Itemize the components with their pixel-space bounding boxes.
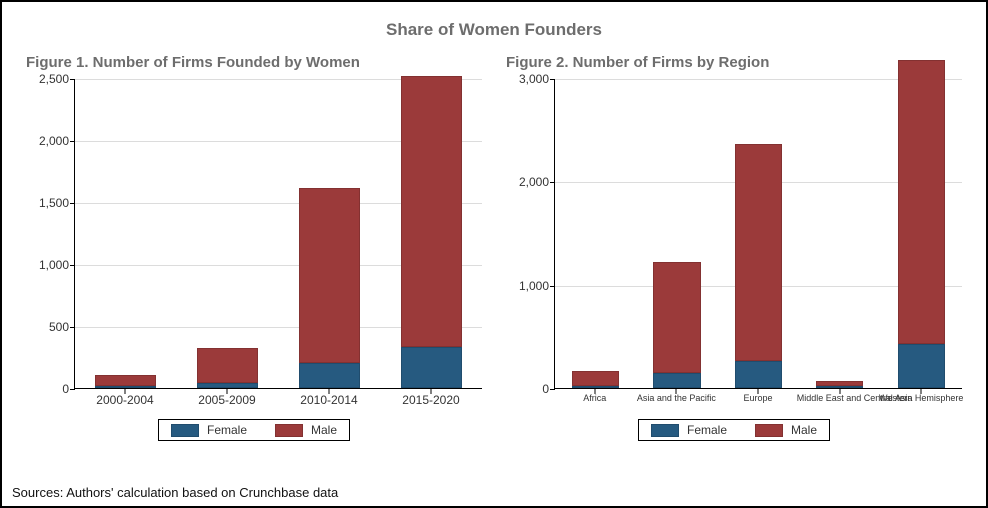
x-tick-label: 2010-2014 <box>300 393 357 407</box>
plot-area: 05001,0001,5002,0002,500 <box>74 79 482 389</box>
bar-segment-female <box>95 386 156 388</box>
chart-wrap: 01,0002,0003,000 Africa Asia and the Pacif… <box>506 79 962 441</box>
legend: Female Male <box>158 419 350 441</box>
plot-area: 01,0002,0003,000 <box>554 79 962 389</box>
bar-segment-female <box>735 361 782 388</box>
legend-swatch <box>275 424 303 437</box>
legend-swatch <box>171 424 199 437</box>
legend-label: Male <box>791 423 817 437</box>
bar-stack <box>299 188 360 388</box>
bar-segment-male <box>572 371 619 385</box>
legend-label: Female <box>207 423 247 437</box>
bar-segment-male <box>197 348 258 383</box>
bar-segment-female <box>653 373 700 389</box>
y-tick-label: 1,500 <box>39 196 75 210</box>
bar-stack <box>572 371 619 388</box>
bars-layer <box>75 79 482 388</box>
x-labels: Africa Asia and the Pacific Europe Middle E… <box>554 389 962 417</box>
y-tick-label: 500 <box>49 320 75 334</box>
legend-item: Female <box>171 423 247 437</box>
x-tick-label: Africa <box>583 393 606 403</box>
y-tick-label: 2,000 <box>519 175 555 189</box>
bar-segment-female <box>197 383 258 388</box>
bar-segment-male <box>898 60 945 343</box>
bar-segment-female <box>572 386 619 388</box>
bar-segment-male <box>401 76 462 348</box>
x-tick-label: Middle East and Central Asia <box>797 393 883 403</box>
panels-row: Figure 1. Number of Firms Founded by Wom… <box>2 40 986 441</box>
legend-swatch <box>651 424 679 437</box>
chart-panel: Figure 2. Number of Firms by Region01,00… <box>506 54 962 441</box>
legend-item: Male <box>275 423 337 437</box>
legend-item: Male <box>755 423 817 437</box>
x-tick-label: Western Hemisphere <box>879 393 963 403</box>
x-tick-label: Europe <box>743 393 772 403</box>
legend-swatch <box>755 424 783 437</box>
bar-segment-female <box>816 386 863 388</box>
bar-segment-female <box>401 347 462 388</box>
y-tick-label: 2,500 <box>39 72 75 86</box>
bar-segment-female <box>898 344 945 388</box>
bar-stack <box>95 375 156 388</box>
x-tick-label: 2005-2009 <box>198 393 255 407</box>
y-tick-label: 3,000 <box>519 72 555 86</box>
y-tick-label: 1,000 <box>39 258 75 272</box>
y-tick-label: 2,000 <box>39 134 75 148</box>
x-labels: 2000-2004 2005-2009 2010-2014 2015-2020 <box>74 389 482 417</box>
main-title: Share of Women Founders <box>2 2 986 40</box>
bar-stack <box>735 144 782 388</box>
legend-label: Female <box>687 423 727 437</box>
y-tick-label: 1,000 <box>519 279 555 293</box>
chart-wrap: 05001,0001,5002,0002,500 2000-2004 2005-20… <box>26 79 482 441</box>
source-note: Sources: Authors' calculation based on C… <box>12 485 338 500</box>
legend-item: Female <box>651 423 727 437</box>
chart-panel: Figure 1. Number of Firms Founded by Wom… <box>26 54 482 441</box>
legend: Female Male <box>638 419 830 441</box>
bar-stack <box>653 262 700 388</box>
bar-segment-female <box>299 363 360 388</box>
legend-label: Male <box>311 423 337 437</box>
x-tick-label: Asia and the Pacific <box>637 393 716 403</box>
bar-stack <box>401 76 462 388</box>
bars-layer <box>555 79 962 388</box>
x-tick-label: 2015-2020 <box>402 393 459 407</box>
bar-segment-male <box>299 188 360 363</box>
bar-stack <box>197 348 258 388</box>
bar-stack <box>898 60 945 388</box>
bar-segment-male <box>653 262 700 373</box>
panel-title: Figure 2. Number of Firms by Region <box>506 54 962 79</box>
x-tick-label: 2000-2004 <box>96 393 153 407</box>
bar-stack <box>816 381 863 388</box>
figure-frame: Share of Women Founders Figure 1. Number… <box>0 0 988 508</box>
bar-segment-male <box>735 144 782 361</box>
bar-segment-male <box>95 375 156 386</box>
